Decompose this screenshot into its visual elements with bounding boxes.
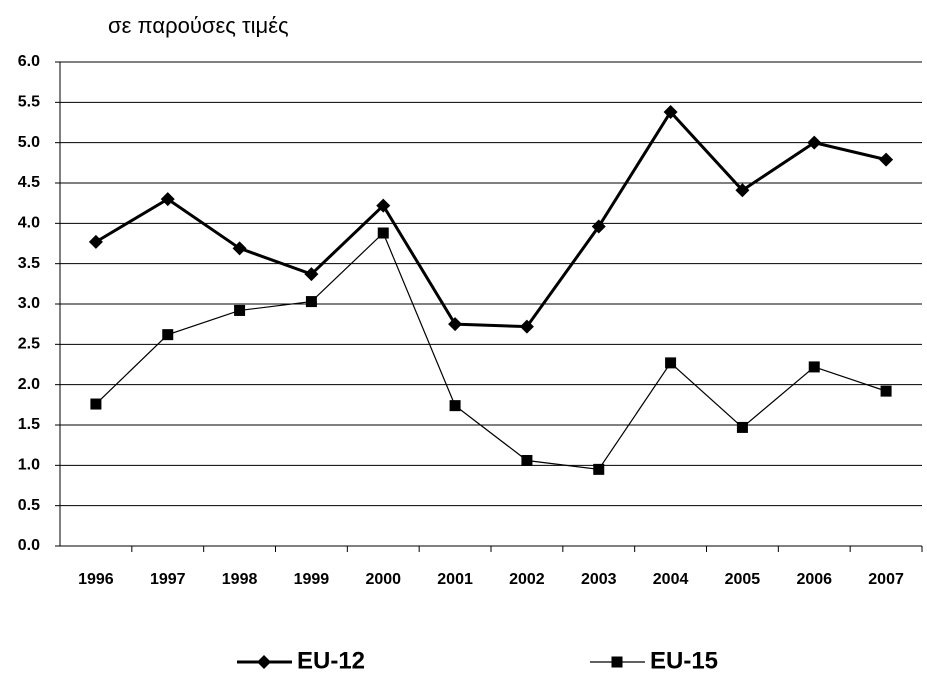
y-tick-label: 4.0 xyxy=(18,215,40,232)
marker xyxy=(257,655,271,669)
y-tick-label: 6.0 xyxy=(18,53,40,70)
marker xyxy=(593,463,605,475)
y-tick-label: 1.0 xyxy=(18,457,40,474)
marker xyxy=(90,398,102,410)
marker xyxy=(611,656,623,668)
marker xyxy=(304,267,319,282)
y-tick-label: 5.5 xyxy=(18,94,40,111)
x-tick-label: 1998 xyxy=(222,571,258,588)
marker xyxy=(663,105,678,120)
series-line xyxy=(95,109,887,329)
x-tick-label: 2006 xyxy=(796,571,832,588)
marker xyxy=(88,234,103,249)
x-tick-label: 2001 xyxy=(437,571,473,588)
y-tick-label: 4.5 xyxy=(18,174,40,191)
y-tick-label: 5.0 xyxy=(18,134,40,151)
marker xyxy=(160,192,175,207)
y-tick-label: 0.0 xyxy=(18,537,40,554)
x-tick-label: 2005 xyxy=(725,571,761,588)
marker xyxy=(162,329,174,341)
marker xyxy=(591,219,606,234)
marker xyxy=(736,421,748,433)
y-tick-label: 3.5 xyxy=(18,255,40,272)
y-tick-label: 3.0 xyxy=(18,295,40,312)
x-tick-label: 2003 xyxy=(581,571,617,588)
series-line xyxy=(95,231,887,471)
marker xyxy=(807,135,822,150)
x-tick-label: 1999 xyxy=(294,571,330,588)
y-tick-label: 2.5 xyxy=(18,336,40,353)
marker xyxy=(880,385,892,397)
y-tick-label: 1.5 xyxy=(18,416,40,433)
marker xyxy=(449,400,461,412)
x-tick-label: 2007 xyxy=(868,571,904,588)
marker xyxy=(879,152,894,167)
legend-label: EU-12 xyxy=(297,647,365,674)
x-tick-label: 1997 xyxy=(150,571,186,588)
x-tick-label: 1996 xyxy=(78,571,114,588)
chart-subtitle: σε παρούσες τιμές xyxy=(108,13,289,38)
marker xyxy=(305,296,317,308)
x-tick-label: 2000 xyxy=(365,571,401,588)
marker xyxy=(521,454,533,466)
marker xyxy=(448,317,463,332)
marker xyxy=(519,319,534,334)
legend-label: EU-15 xyxy=(650,647,718,674)
y-tick-label: 0.5 xyxy=(18,497,40,514)
marker xyxy=(665,357,677,369)
marker xyxy=(232,241,247,256)
marker xyxy=(234,304,246,316)
marker xyxy=(735,183,750,198)
marker xyxy=(808,361,820,373)
marker xyxy=(376,198,391,213)
x-tick-label: 2004 xyxy=(653,571,689,588)
y-tick-label: 2.0 xyxy=(18,376,40,393)
x-tick-label: 2002 xyxy=(509,571,545,588)
marker xyxy=(377,227,389,239)
